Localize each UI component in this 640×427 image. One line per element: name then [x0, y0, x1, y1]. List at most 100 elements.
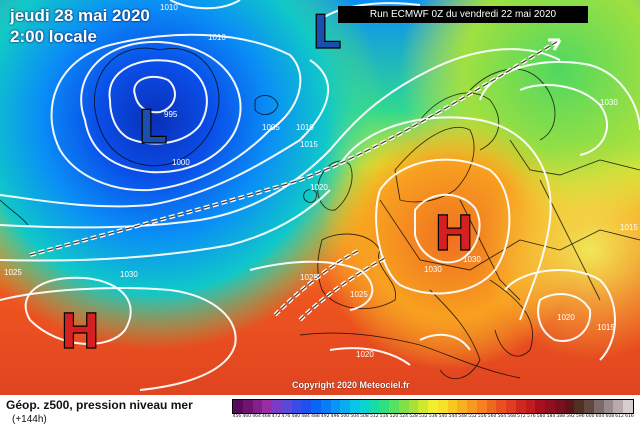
scale-swatch: [252, 400, 263, 413]
scale-swatch: [486, 400, 497, 413]
scale-label: 572: [517, 414, 526, 419]
low-center-north: L: [312, 5, 341, 59]
scale-swatch: [379, 400, 389, 413]
scale-label: 484: [301, 414, 310, 419]
scale-label: 584: [546, 414, 556, 419]
scale-label: 468: [262, 414, 271, 419]
scale-label: 492: [320, 414, 330, 419]
scale-swatch: [564, 400, 575, 413]
scale-label: 552: [468, 414, 477, 419]
isobar-label: 1030: [463, 255, 481, 264]
forecast-time: 2:00 locale: [10, 27, 97, 46]
color-scale-bar: [232, 399, 634, 414]
scale-label: 556: [477, 414, 487, 419]
scale-swatch: [574, 400, 584, 413]
scale-swatch: [311, 400, 321, 413]
scale-label: 480: [291, 414, 301, 419]
scale-label: 504: [350, 414, 359, 419]
isobar-label: 1025: [350, 290, 368, 299]
scale-label: 508: [360, 414, 369, 419]
scale-swatch: [291, 400, 302, 413]
jet-stream: [29, 38, 562, 322]
scale-label: 472: [271, 414, 281, 419]
scale-swatch: [369, 400, 380, 413]
scale-label: 532: [419, 414, 428, 419]
scale-swatch: [525, 400, 536, 413]
isobar-label: 1020: [356, 350, 374, 359]
scale-label: 564: [497, 414, 507, 419]
scale-label: 540: [438, 414, 448, 419]
scale-swatch: [457, 400, 467, 413]
scale-swatch: [301, 400, 311, 413]
scale-swatch: [233, 400, 243, 413]
scale-label: 608: [605, 414, 615, 419]
isobar-label: 1025: [300, 273, 318, 282]
isobar-label: 995: [164, 110, 178, 119]
scale-swatch: [330, 400, 341, 413]
isobar-label: 1020: [557, 313, 575, 322]
low-center-west: L: [138, 100, 167, 154]
isobar-label: 1010: [160, 3, 178, 12]
scale-swatch: [623, 400, 633, 413]
scale-label: 616: [625, 414, 634, 419]
scale-label: 496: [330, 414, 340, 419]
scale-swatch: [467, 400, 477, 413]
scale-label: 596: [576, 414, 585, 419]
scale-swatch: [350, 400, 360, 413]
high-center-west: H: [60, 304, 100, 360]
isobar-label: 1010: [296, 123, 314, 132]
scale-label: 500: [340, 414, 350, 419]
scale-swatch: [359, 400, 370, 413]
isobar-label: 1010: [208, 33, 226, 42]
scale-label: 516: [379, 414, 389, 419]
scale-label: 612: [615, 414, 624, 419]
scale-label: 568: [507, 414, 516, 419]
scale-swatch: [496, 400, 506, 413]
scale-swatch: [242, 400, 253, 413]
scale-swatch: [281, 400, 292, 413]
scale-label: 520: [389, 414, 399, 419]
scale-swatch: [418, 400, 428, 413]
scale-label: 548: [458, 414, 467, 419]
isobar-label: 1015: [300, 140, 318, 149]
scale-label: 604: [595, 414, 605, 419]
scale-label: 476: [281, 414, 291, 419]
scale-label: 456: [232, 414, 242, 419]
scale-label: 580: [536, 414, 546, 419]
scale-swatch: [428, 400, 438, 413]
scale-label: 600: [585, 414, 595, 419]
isobar-label: 1015: [620, 223, 638, 232]
scale-swatch: [447, 400, 458, 413]
isobar-labels: 1010 1010 995 1000 1005 1010 1015 1020 1…: [4, 3, 638, 359]
isobar-label: 1025: [4, 268, 22, 277]
scale-label: 536: [428, 414, 438, 419]
coastlines: [0, 47, 640, 380]
isobar-label: 1030: [600, 98, 618, 107]
scale-label: 576: [526, 414, 536, 419]
scale-swatch: [515, 400, 526, 413]
isobars: [0, 0, 640, 390]
weather-map: L L H H 1010 1010 995 1000 1005 1010 101…: [0, 0, 640, 395]
copyright-notice: Copyright 2020 Meteociel.fr: [292, 380, 410, 390]
scale-swatch: [408, 400, 419, 413]
scale-swatch: [389, 400, 399, 413]
scale-swatch: [506, 400, 516, 413]
scale-label: 560: [487, 414, 497, 419]
scale-swatch: [584, 400, 594, 413]
scale-swatch: [603, 400, 614, 413]
scale-label: 524: [399, 414, 409, 419]
scale-swatch: [272, 400, 282, 413]
scale-swatch: [320, 400, 331, 413]
scale-swatch: [545, 400, 555, 413]
isobar-label: 1015: [597, 323, 615, 332]
isobar-label: 1030: [120, 270, 138, 279]
scale-swatch: [398, 400, 409, 413]
isobar-label: 1030: [424, 265, 442, 274]
isobar-label: 1005: [262, 123, 280, 132]
scale-swatch: [340, 400, 350, 413]
scale-swatch: [535, 400, 545, 413]
forecast-date: jeudi 28 mai 2020: [10, 6, 150, 25]
high-center-east: H: [434, 206, 474, 262]
run-info-banner: Run ECMWF 0Z du vendredi 22 mai 2020: [338, 6, 588, 23]
scale-label: 588: [556, 414, 566, 419]
